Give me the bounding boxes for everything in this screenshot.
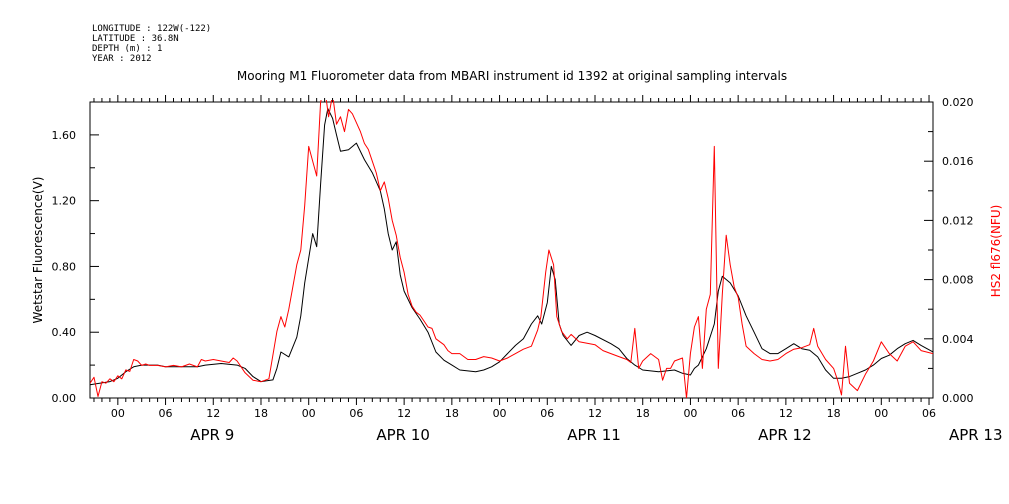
series-layer [90, 100, 933, 398]
y-axis-right-label: HS2 fl676(NFU) [989, 205, 1003, 298]
y-right-tick-label: 0.004 [942, 333, 974, 346]
x-tick-label: 12 [206, 407, 220, 420]
y-right-tick-label: 0.012 [942, 214, 974, 227]
y-axis-left-label: Wetstar Fluorescence(V) [31, 177, 45, 324]
header-line-latitude: LATITUDE : 36.8N [92, 34, 179, 44]
x-tick-label: 06 [922, 407, 936, 420]
y-right-tick-label: 0.016 [942, 155, 974, 168]
x-tick-label: 12 [588, 407, 602, 420]
x-day-label: APR 9 [190, 426, 234, 444]
y-left-tick-label: 1.20 [52, 195, 77, 208]
x-tick-label: 00 [302, 407, 316, 420]
y-left-tick-label: 0.00 [52, 392, 77, 405]
y-left-tick-label: 0.80 [52, 260, 77, 273]
x-tick-label: 00 [683, 407, 697, 420]
axes: 00 06 12 18 00 06 12 18 00 06 12 18 00 06 12 18 00 06 APR … [52, 95, 1003, 444]
x-tick-label: 06 [349, 407, 363, 420]
y-right-tick-label: 0.008 [942, 274, 974, 287]
x-tick-label: 00 [874, 407, 888, 420]
x-tick-label: 18 [636, 407, 650, 420]
y-right-tick-label: 0.020 [942, 96, 974, 109]
chart-title: Mooring M1 Fluorometer data from MBARI i… [237, 69, 787, 83]
x-day-label: APR 11 [567, 426, 621, 444]
x-tick-label: 00 [111, 407, 125, 420]
series-line-hs2 [90, 100, 933, 398]
header-line-depth: DEPTH (m) : 1 [92, 44, 162, 54]
x-tick-label: 06 [731, 407, 745, 420]
series-line-wetstar [90, 108, 933, 386]
x-tick-label: 18 [254, 407, 268, 420]
x-tick-label: 00 [493, 407, 507, 420]
plot-frame [89, 101, 934, 399]
y-left-tick-label: 0.40 [52, 326, 77, 339]
x-tick-label: 18 [827, 407, 841, 420]
y-left-tick-label: 1.60 [52, 129, 77, 142]
x-day-label: APR 13 [949, 426, 1003, 444]
x-tick-label: 06 [159, 407, 173, 420]
header-line-longitude: LONGITUDE : 122W(-122) [92, 24, 211, 34]
header-block: LONGITUDE : 122W(-122) LATITUDE : 36.8N … [92, 24, 211, 64]
x-day-label: APR 10 [376, 426, 430, 444]
header-line-year: YEAR : 2012 [92, 54, 152, 64]
x-tick-label: 12 [779, 407, 793, 420]
y-right-tick-label: 0.000 [942, 392, 974, 405]
x-tick-label: 06 [540, 407, 554, 420]
x-day-label: APR 12 [758, 426, 812, 444]
x-tick-label: 12 [397, 407, 411, 420]
x-tick-label: 18 [445, 407, 459, 420]
